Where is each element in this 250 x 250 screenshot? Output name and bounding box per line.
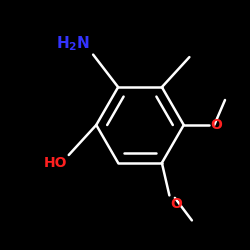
Text: O: O [210,118,222,132]
Text: HO: HO [44,156,68,170]
Text: $\mathregular{H_2N}$: $\mathregular{H_2N}$ [56,35,91,53]
Text: O: O [171,197,182,211]
